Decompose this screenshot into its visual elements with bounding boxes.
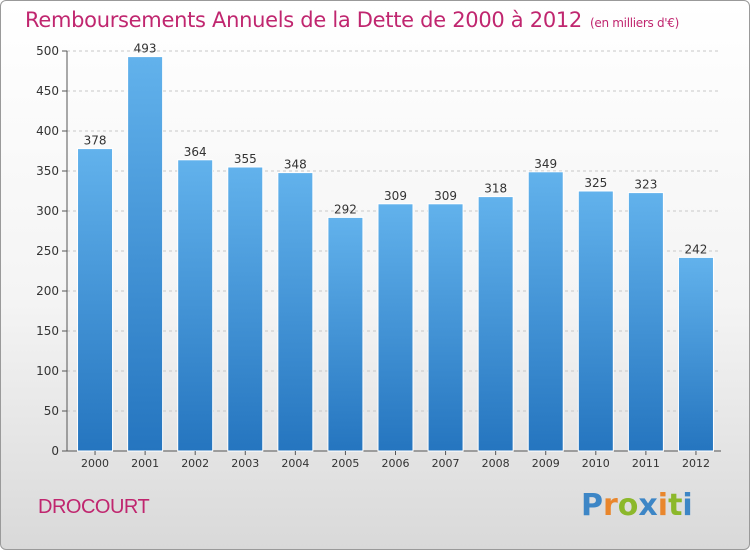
x-tick-label: 2012 [682,457,710,470]
bar-value-label: 349 [534,157,557,171]
bar [627,192,664,452]
logo-letter: r [603,488,618,523]
y-tick-label: 100 [36,364,59,378]
y-tick-label: 350 [36,164,59,178]
y-tick-label: 0 [51,444,59,458]
x-tick-label: 2005 [331,457,359,470]
x-tick-label: 2009 [532,457,560,470]
y-tick-label: 200 [36,284,59,298]
bar-value-label: 348 [284,158,307,172]
commune-name: DROCOURT [38,496,150,518]
bar-value-label: 323 [634,178,657,192]
bar-value-label: 309 [434,189,457,203]
y-tick-label: 50 [44,404,59,418]
y-tick-label: 150 [36,324,59,338]
x-tick-label: 2011 [632,457,660,470]
x-tick-label: 2010 [582,457,610,470]
x-tick-label: 2006 [382,457,410,470]
bar [277,172,314,452]
chart-unit: (en milliers d'€) [590,16,680,30]
x-tick-label: 2003 [231,457,259,470]
chart-title-text: Remboursements Annuels de la Dette de 20… [25,8,582,32]
bar [377,203,414,452]
bar [327,216,364,452]
chart-title: Remboursements Annuels de la Dette de 20… [25,8,679,32]
x-tick-label: 2007 [432,457,460,470]
logo-letter: i [682,488,693,523]
bar-value-label: 242 [685,242,708,256]
bar [477,196,514,452]
y-tick-label: 500 [36,44,59,58]
logo-letter: o [617,488,639,523]
bar-value-label: 318 [484,182,507,196]
bar [177,159,214,452]
y-tick-label: 450 [36,84,59,98]
bar [127,56,164,452]
x-tick-label: 2000 [81,457,109,470]
bar-value-label: 493 [134,42,157,56]
y-tick-label: 400 [36,124,59,138]
logo-letter: P [581,488,603,523]
bar [427,203,464,452]
bar [527,171,564,452]
y-tick-label: 300 [36,204,59,218]
bar [677,256,714,452]
bar-value-label: 309 [384,189,407,203]
bar-value-label: 292 [334,202,357,216]
logo-letter: x [638,488,658,523]
proxiti-logo: Proxiti [581,488,693,523]
y-tick-label: 250 [36,244,59,258]
logo-letter: i [657,488,669,523]
x-tick-label: 2008 [482,457,510,470]
bar [77,148,114,452]
x-tick-label: 2004 [281,457,309,470]
logo-letter: t [668,488,683,523]
bar [577,190,614,452]
x-tick-label: 2002 [181,457,209,470]
x-tick-label: 2001 [131,457,159,470]
bar-value-label: 364 [184,145,207,159]
bar-value-label: 325 [584,176,607,190]
bar-value-label: 355 [234,152,257,166]
bar-value-label: 378 [84,134,107,148]
bar [227,166,264,452]
